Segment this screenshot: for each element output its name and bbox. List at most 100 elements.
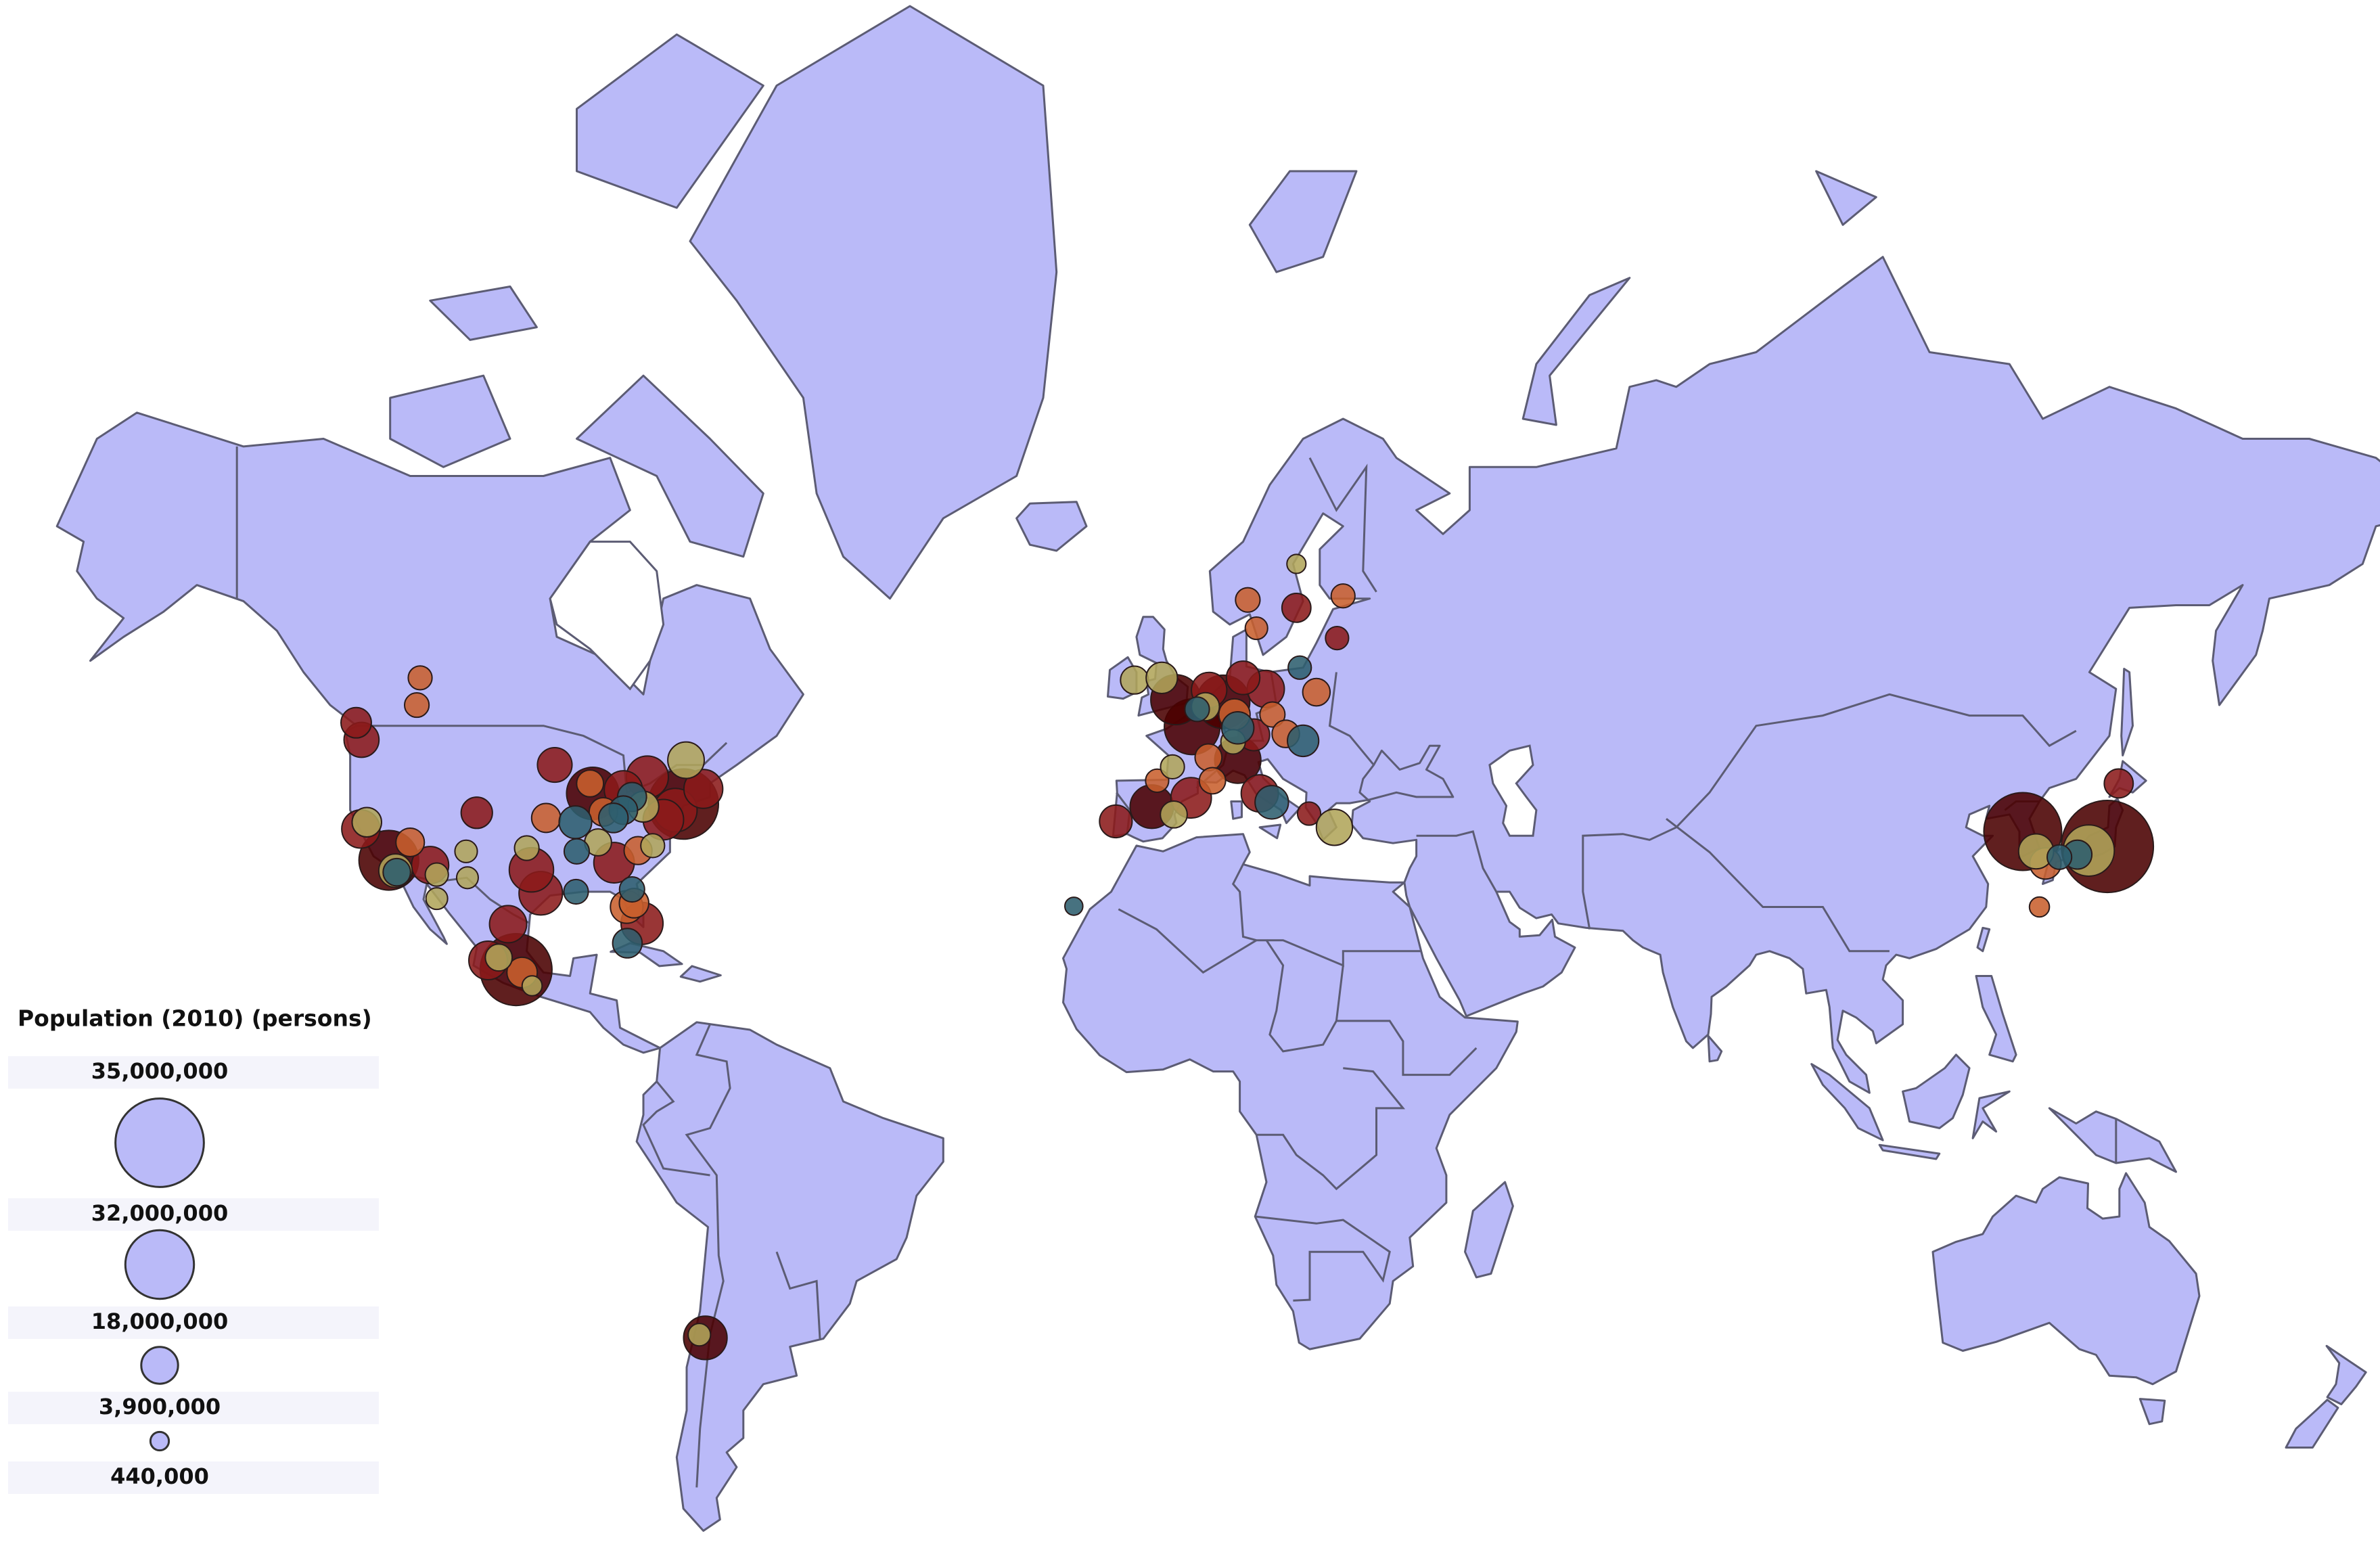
- city-bubble: [340, 706, 372, 739]
- country-border: [1265, 939, 1344, 1053]
- legend-circle: [149, 1430, 170, 1452]
- landmass: [576, 33, 764, 209]
- city-bubble: [1145, 661, 1178, 694]
- landmass: [1878, 1143, 1941, 1160]
- city-bubble: [455, 866, 479, 890]
- hudson-bay: [549, 541, 665, 691]
- legend-label: 3,900,000: [99, 1394, 221, 1419]
- city-bubble: [484, 943, 513, 972]
- city-bubble: [1220, 710, 1255, 745]
- city-bubble: [454, 839, 478, 863]
- city-bubble: [612, 928, 643, 959]
- city-bubble: [407, 665, 433, 691]
- landmass: [2048, 1107, 2177, 1173]
- city-bubble: [1286, 553, 1307, 574]
- landmass: [635, 1021, 944, 1532]
- landmass: [429, 286, 538, 341]
- landmass: [1810, 1063, 1884, 1141]
- landmass: [1230, 800, 1243, 820]
- legend-band: [8, 1056, 379, 1089]
- landmass: [1464, 1181, 1514, 1279]
- landmass: [2325, 1344, 2367, 1405]
- landmass: [1976, 926, 1991, 953]
- legend-title: Population (2010) (persons): [18, 1005, 372, 1032]
- city-bubble: [1254, 785, 1289, 820]
- city-bubble: [1296, 801, 1322, 826]
- legend-circle: [140, 1346, 179, 1385]
- landmass: [1902, 1053, 1971, 1129]
- city-bubble: [618, 876, 645, 903]
- landmass: [1112, 256, 2380, 1094]
- country-border: [775, 1251, 821, 1339]
- legend-band: [8, 1306, 379, 1339]
- land-layer: [55, 5, 2380, 1532]
- city-bubble: [1099, 804, 1133, 839]
- city-bubble: [1281, 592, 1312, 623]
- city-bubble: [1194, 743, 1223, 772]
- city-bubble: [2028, 896, 2051, 918]
- city-bubble: [1120, 665, 1149, 695]
- city-bubble: [1235, 587, 1261, 613]
- city-bubble: [1064, 896, 1084, 916]
- country-border: [1336, 1020, 1478, 1076]
- landmass: [576, 374, 764, 558]
- city-bubble: [536, 746, 573, 783]
- city-bubble: [488, 905, 528, 944]
- city-bubble: [513, 835, 540, 861]
- city-bubble: [683, 769, 724, 809]
- city-bubble: [1302, 677, 1331, 707]
- landmass: [2120, 668, 2134, 756]
- landmass: [1062, 833, 1519, 1350]
- landmass: [679, 965, 722, 983]
- city-bubble: [1244, 616, 1268, 641]
- legend-circle: [124, 1229, 196, 1300]
- landmass: [1248, 170, 1358, 273]
- country-border: [1308, 457, 1377, 593]
- legend-label: 18,000,000: [91, 1309, 228, 1334]
- city-bubble: [1160, 754, 1185, 779]
- country-border: [1416, 830, 1498, 892]
- caspian-sea: [1488, 744, 1538, 837]
- legend-circle: [114, 1097, 205, 1188]
- city-bubble: [1184, 696, 1210, 723]
- city-bubble: [563, 878, 589, 905]
- landmass: [2138, 1398, 2166, 1426]
- country-border: [1256, 1067, 1406, 1191]
- legend-label: 32,000,000: [91, 1200, 228, 1226]
- city-bubble: [687, 1323, 712, 1347]
- legend: Population (2010) (persons) 35,000,000 32…: [8, 1005, 379, 1494]
- city-bubble: [2046, 844, 2073, 870]
- legend-band: [8, 1198, 379, 1231]
- landmass: [1971, 1090, 2011, 1139]
- city-bubble: [576, 769, 605, 798]
- city-bubble: [351, 806, 382, 838]
- landmass: [1815, 170, 1877, 226]
- city-bubble: [1225, 660, 1261, 696]
- city-bubble: [1330, 583, 1356, 609]
- country-border: [1666, 818, 1890, 953]
- country-border: [642, 1081, 710, 1177]
- city-bubble: [1315, 809, 1354, 846]
- landmass: [1521, 277, 1631, 426]
- legend-label: 35,000,000: [91, 1058, 228, 1084]
- landmass: [1707, 1035, 1723, 1063]
- city-bubble: [1287, 655, 1312, 680]
- city-bubble: [597, 802, 629, 834]
- landmass: [2285, 1399, 2339, 1449]
- landmass: [389, 374, 511, 468]
- country-border: [1582, 693, 2077, 930]
- city-bubble: [382, 857, 411, 887]
- city-bubble: [403, 691, 430, 719]
- city-bubble: [667, 741, 705, 779]
- city-bubble: [1325, 625, 1350, 651]
- city-bubble: [425, 887, 449, 911]
- legend-band: [8, 1461, 379, 1494]
- landmass: [1975, 975, 2017, 1063]
- city-bubble: [640, 833, 666, 859]
- city-bubble: [1198, 767, 1227, 795]
- city-bubble: [2103, 768, 2134, 799]
- country-border: [1118, 908, 1257, 974]
- landmass: [1931, 1172, 2201, 1386]
